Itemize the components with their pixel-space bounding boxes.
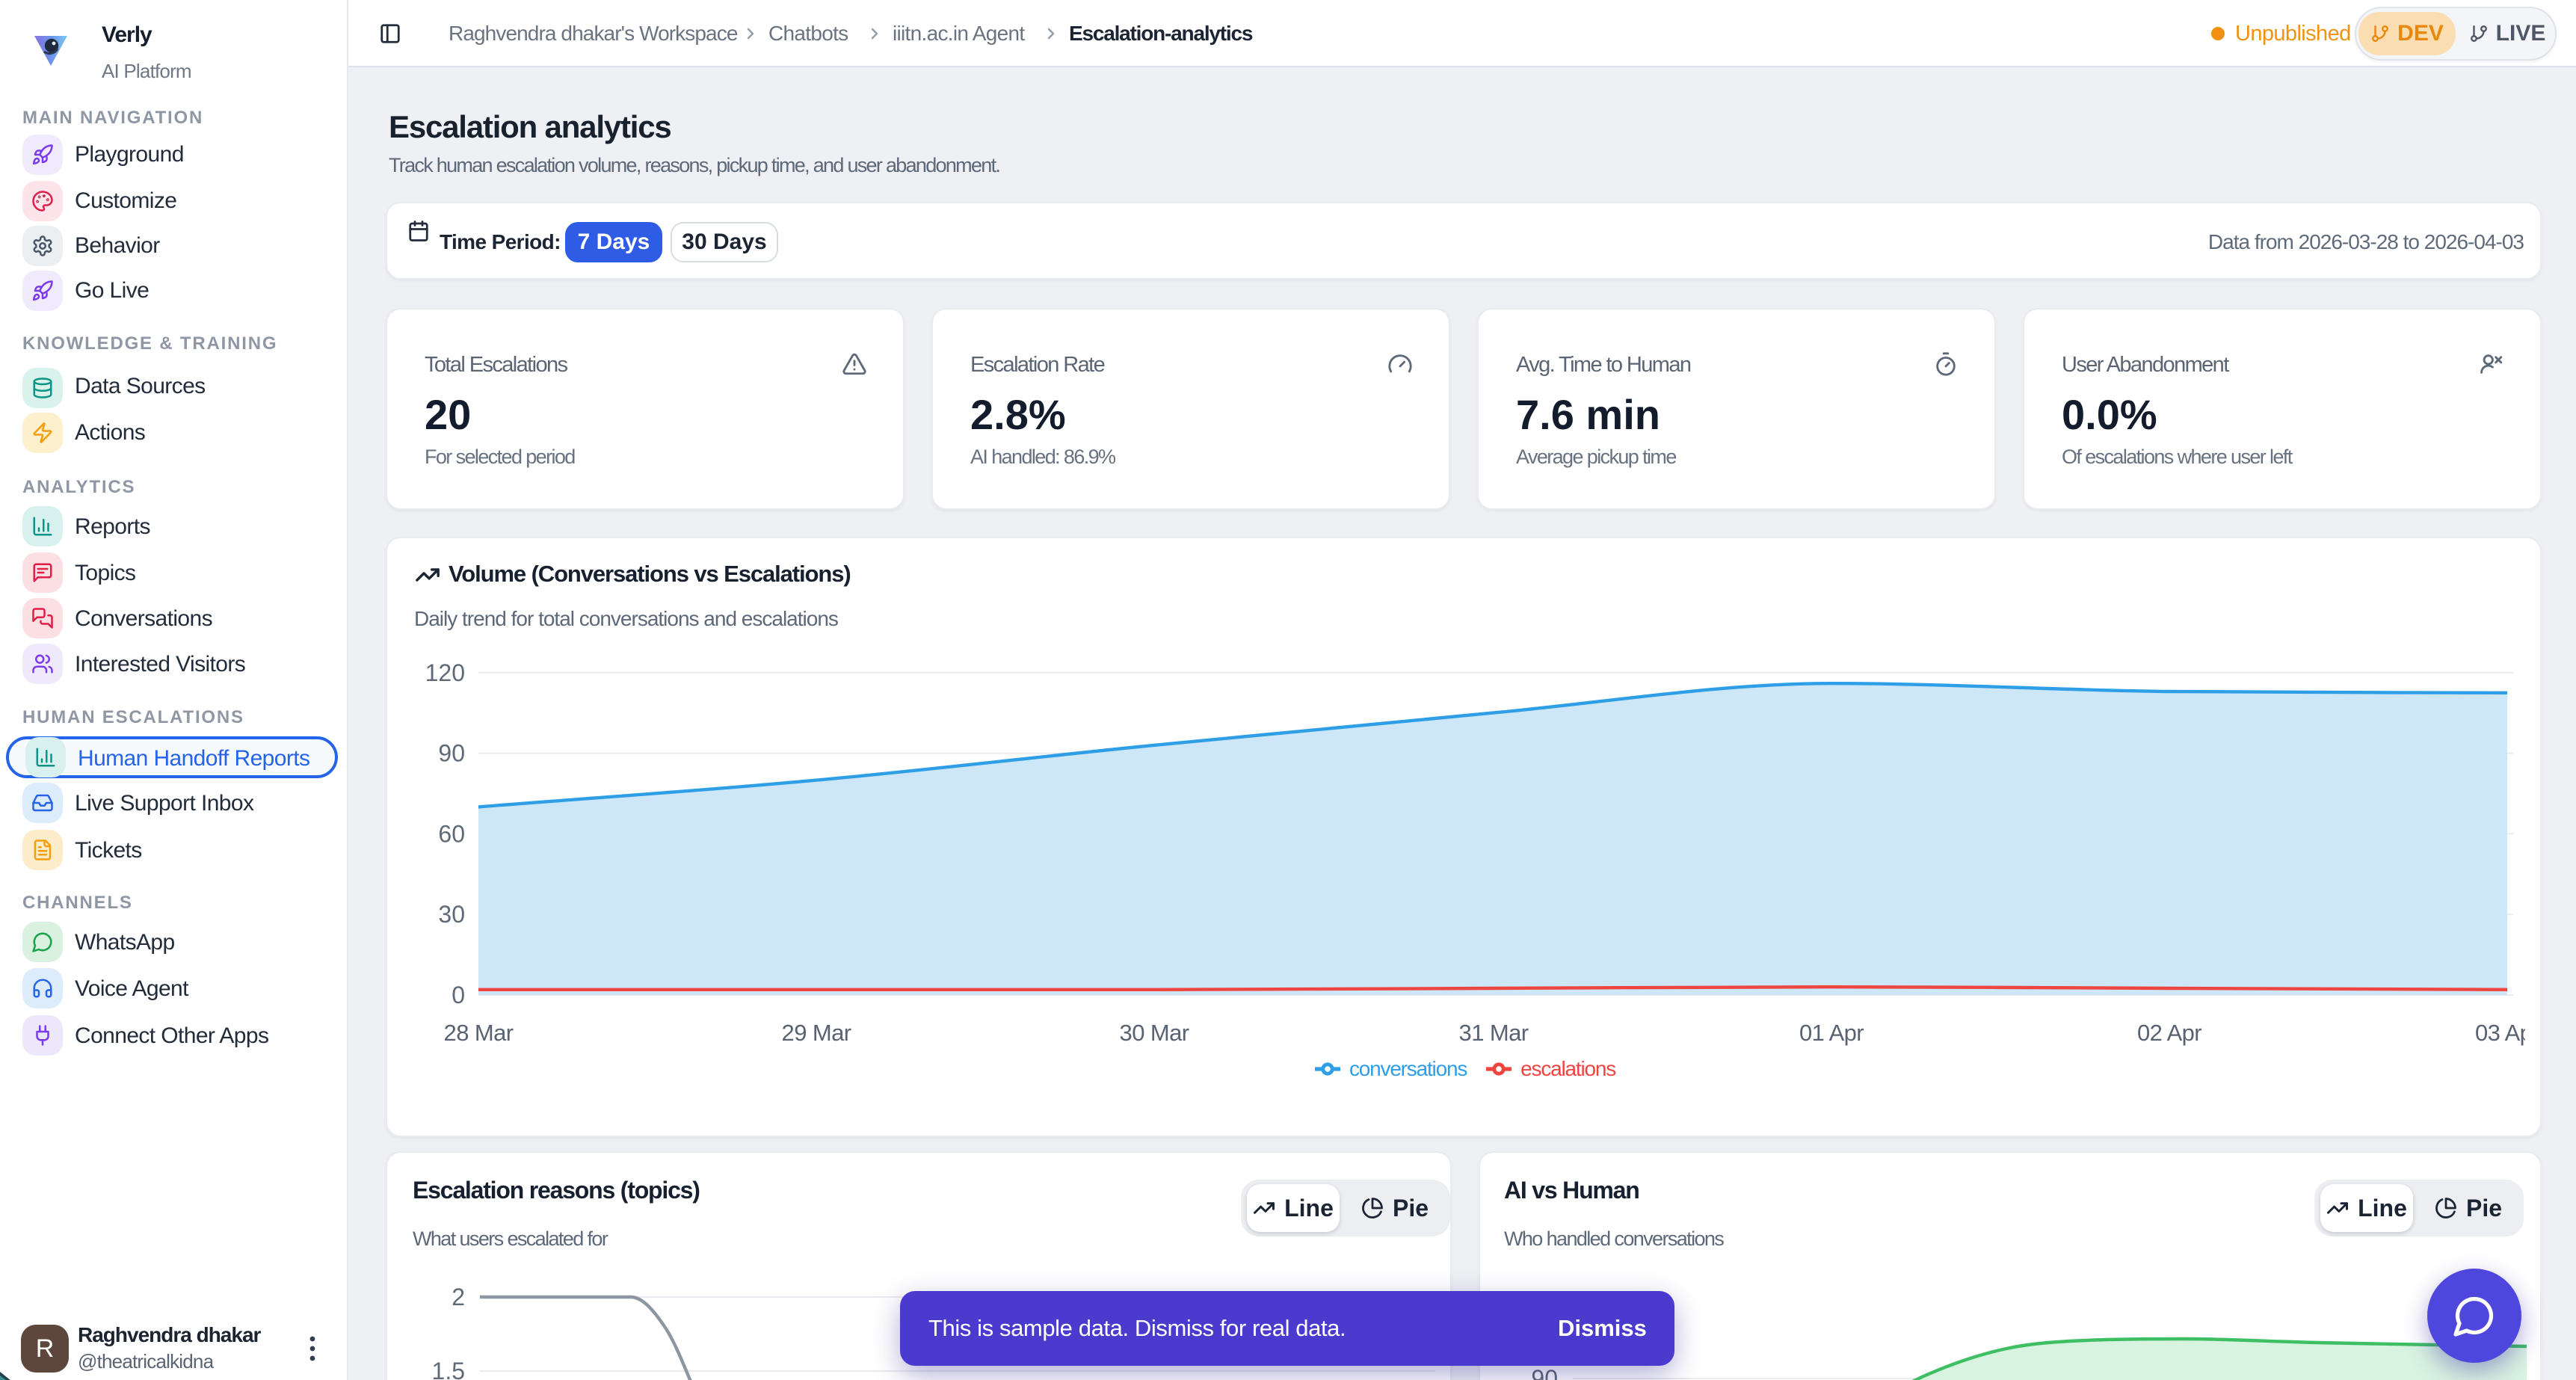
svg-text:0: 0 xyxy=(452,982,465,1008)
svg-text:2: 2 xyxy=(452,1284,465,1310)
svg-text:31 Mar: 31 Mar xyxy=(1459,1020,1529,1046)
svg-text:60: 60 xyxy=(438,820,465,847)
svg-text:90: 90 xyxy=(438,740,465,767)
svg-text:120: 120 xyxy=(425,659,465,686)
svg-text:29 Mar: 29 Mar xyxy=(782,1020,851,1046)
svg-text:90: 90 xyxy=(1531,1365,1558,1380)
svg-text:30: 30 xyxy=(438,901,465,928)
svg-text:02 Apr: 02 Apr xyxy=(2137,1020,2201,1046)
svg-text:30 Mar: 30 Mar xyxy=(1120,1020,1189,1046)
svg-text:03 Apr: 03 Apr xyxy=(2475,1020,2525,1046)
svg-text:01 Apr: 01 Apr xyxy=(1799,1020,1864,1046)
svg-text:1.5: 1.5 xyxy=(432,1358,465,1380)
svg-text:28 Mar: 28 Mar xyxy=(444,1020,514,1046)
